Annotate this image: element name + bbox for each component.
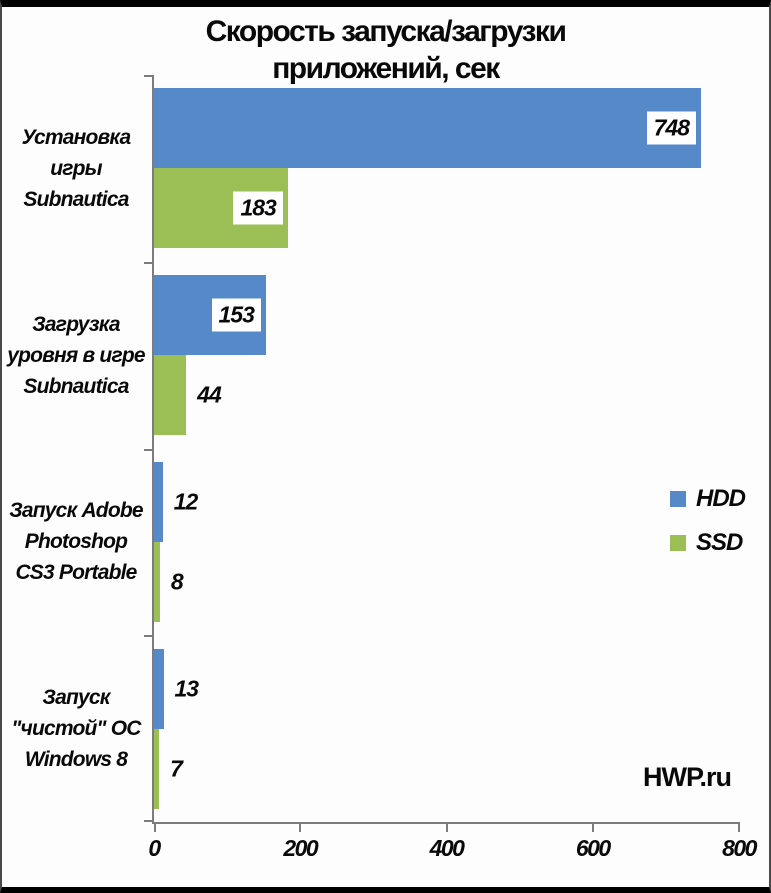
x-tick-label-400: 400 xyxy=(429,835,465,861)
value-label-ssd-0: 183 xyxy=(233,191,283,225)
value-label-hdd-0: 748 xyxy=(646,111,696,145)
x-tick-label-0: 0 xyxy=(148,835,161,861)
legend-swatch-ssd xyxy=(670,534,686,551)
legend-label-hdd: HDD xyxy=(696,484,746,512)
watermark: HWP.ru xyxy=(643,762,732,792)
value-label-hdd-1: 153 xyxy=(211,298,261,332)
y-axis-tick xyxy=(144,635,154,638)
bar-ssd-1 xyxy=(154,355,187,436)
y-axis-tick xyxy=(144,448,154,451)
x-axis-tick xyxy=(299,822,302,832)
x-tick-label-800: 800 xyxy=(722,835,757,861)
y-axis-tick xyxy=(144,820,154,822)
bar-ssd-3 xyxy=(154,728,160,809)
plot-area: 748 183 153 44 12 8 13 7 0 200 400 600 800 xyxy=(144,75,757,861)
value-label-hdd-3: 13 xyxy=(174,675,200,702)
y-axis-tick xyxy=(144,261,154,264)
bar-hdd-3 xyxy=(154,648,164,729)
category-labels: Установка игры Subnautica Загрузка уровня… xyxy=(4,75,148,822)
category-label-3: Запуск "чистой" ОС Windows 8 xyxy=(11,686,141,772)
category-label-1: Загрузка уровня в игре Subnautica xyxy=(7,312,145,398)
x-tick-label-200: 200 xyxy=(283,835,318,861)
value-label-ssd-3: 7 xyxy=(170,755,183,782)
legend-label-ssd: SSD xyxy=(696,528,743,556)
value-label-ssd-1: 44 xyxy=(197,381,222,408)
legend-item-hdd: HDD xyxy=(670,484,746,512)
x-tick-label-600: 600 xyxy=(575,835,611,861)
bar-hdd-0 xyxy=(154,88,701,169)
bar-ssd-2 xyxy=(154,541,160,622)
chart-title-text: Скорость запуска/загрузки приложений, се… xyxy=(205,15,567,85)
value-label-hdd-2: 12 xyxy=(173,488,199,515)
legend-item-ssd: SSD xyxy=(670,529,745,556)
category-label-2: Запуск Adobe Photoshop CS3 Portable xyxy=(9,499,143,585)
legend-swatch-hdd xyxy=(670,490,686,507)
y-axis-tick xyxy=(144,75,154,77)
category-label-0: Установка игры Subnautica xyxy=(21,125,132,211)
legend: HDD SSD xyxy=(670,484,746,573)
bar-hdd-2 xyxy=(154,461,163,542)
value-label-ssd-2: 8 xyxy=(170,568,184,595)
chart-title: Скорость запуска/загрузки приложений, се… xyxy=(2,13,769,87)
x-axis-tick xyxy=(445,822,448,832)
x-axis-tick xyxy=(154,822,156,832)
x-axis-tick xyxy=(591,822,594,832)
x-axis-tick xyxy=(738,822,740,832)
